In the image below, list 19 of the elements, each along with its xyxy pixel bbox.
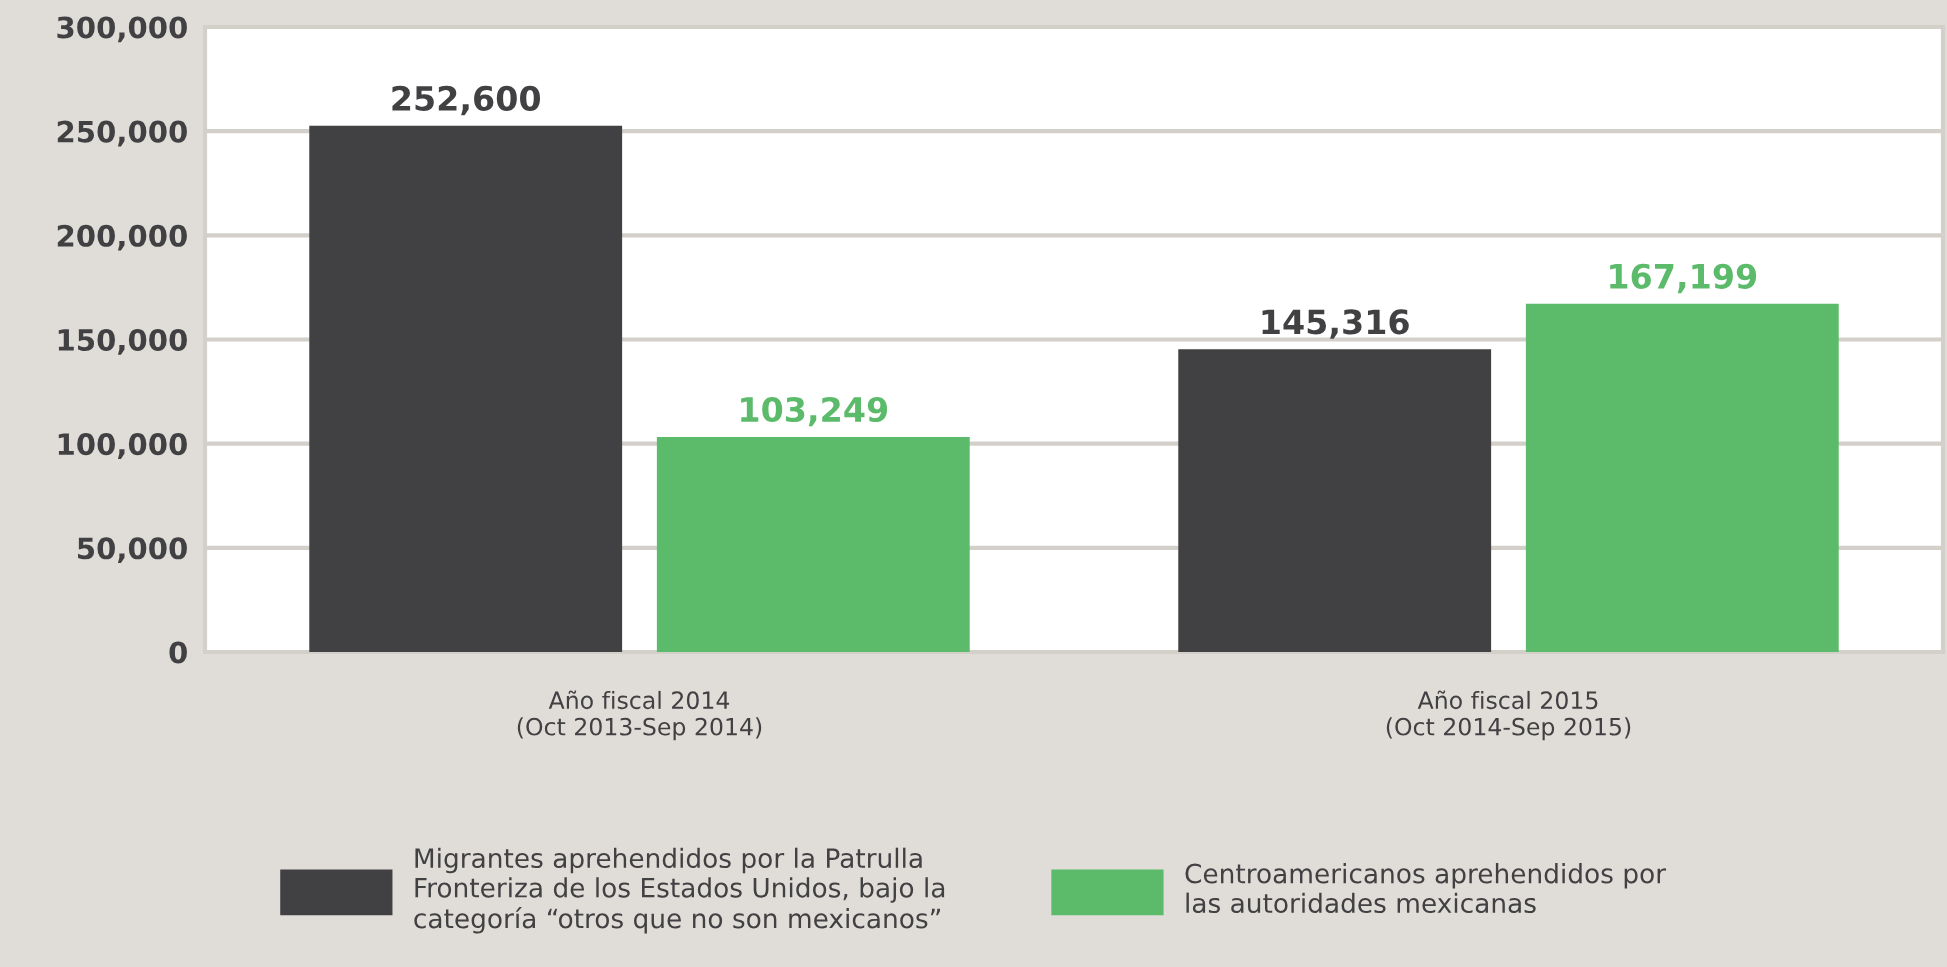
x-tick-label: Año fiscal 2015 (Oct 2014-Sep 2015) — [1386, 690, 1631, 741]
data-label: 103,249 — [741, 396, 888, 427]
y-tick-label: 150,000 — [58, 328, 187, 355]
y-tick-label: 300,000 — [57, 16, 187, 43]
y-tick-label: 200,000 — [57, 224, 187, 251]
data-label: 252,600 — [392, 85, 541, 116]
x-tick-label: Año fiscal 2014 (Oct 2013-Sep 2014) — [517, 690, 762, 741]
bar — [656, 436, 970, 652]
bar — [1525, 303, 1839, 652]
data-label: 167,199 — [1610, 263, 1757, 294]
y-tick-label: 250,000 — [57, 120, 187, 147]
legend-label: Centroamericanos aprehendidos por las autoridades mexicanas — [1185, 863, 1667, 914]
y-tick-label: 50,000 — [78, 537, 187, 564]
y-tick-label: 100,000 — [58, 433, 187, 459]
y-tick-label: 0 — [169, 641, 187, 664]
bar — [1178, 349, 1492, 652]
legend-label: Migrantes aprehendidos por la Patrulla Fronteriza de los Estados Unidos, bajo la categoría “otros que no son mexicanos” — [414, 847, 945, 934]
bar — [309, 125, 623, 652]
data-label: 145,316 — [1262, 309, 1409, 339]
